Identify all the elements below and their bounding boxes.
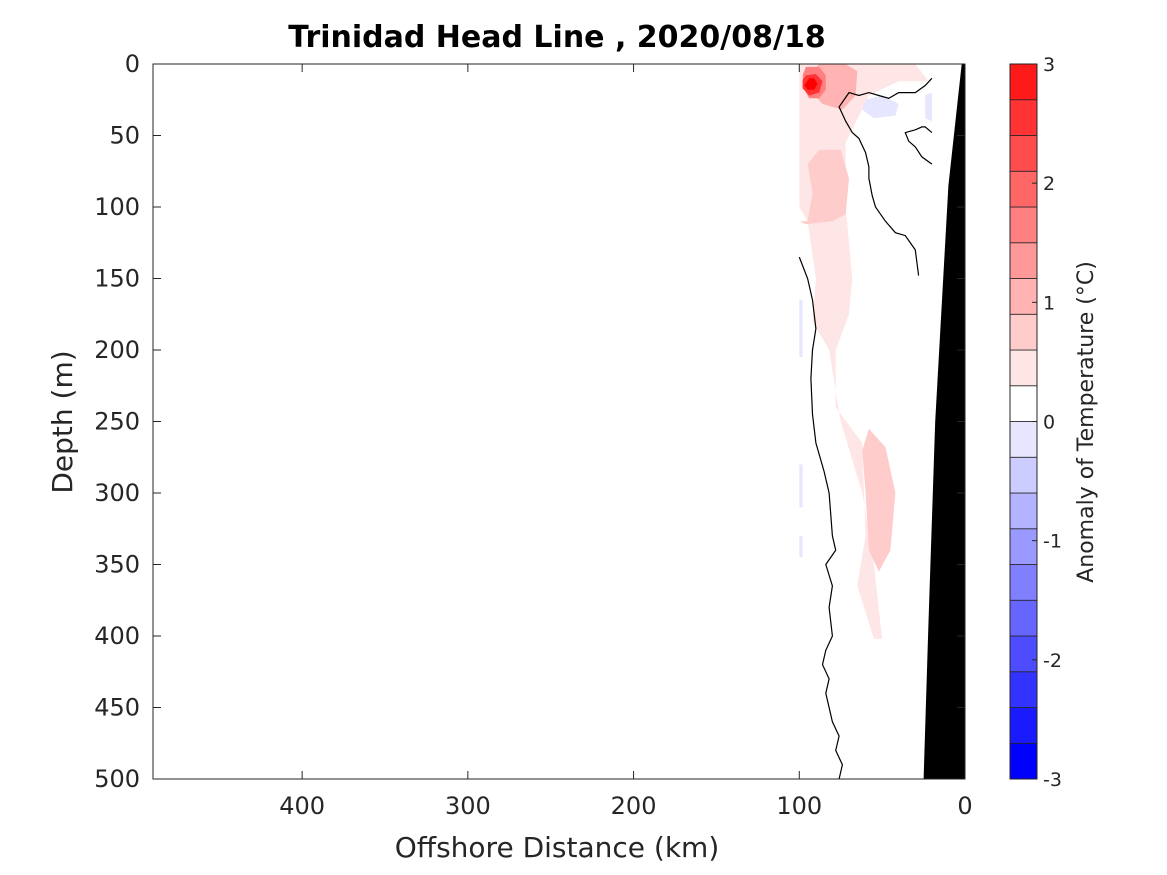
colorbar-swatch-11: [1009, 349, 1038, 387]
anomaly-region-8: [862, 95, 899, 119]
colorbar: 3 2 1 0 -1 -2 -3: [1009, 54, 1062, 791]
colorbar-swatch-10: [1009, 385, 1038, 422]
x-tick-label-200: 200: [611, 792, 657, 820]
colorbar-tick-label-0: 0: [1043, 412, 1055, 434]
colorbar-swatch-0: [1009, 742, 1038, 780]
colorbar-label: Anomaly of Temperature (°C): [1074, 261, 1099, 583]
seafloor-polygon: [923, 64, 965, 779]
colorbar-swatch-7: [1009, 492, 1038, 530]
anomaly-region-11: [799, 464, 803, 508]
anomaly-region-9: [925, 92, 932, 122]
y-tick-label-250: 250: [94, 408, 140, 436]
y-tick-label-100: 100: [94, 193, 140, 221]
zero-contour-1: [838, 77, 933, 276]
colorbar-swatch-17: [1009, 135, 1038, 172]
x-axis-ticks: 400 300 200 100 0: [279, 64, 973, 820]
anomaly-region-10: [799, 300, 803, 358]
y-tick-label-450: 450: [94, 694, 140, 722]
anomaly-region-12: [799, 535, 803, 558]
zero-contour-0: [798, 256, 844, 780]
y-axis-label: Depth (m): [46, 350, 79, 493]
zero-contour-lines: [798, 77, 933, 780]
y-tick-label-200: 200: [94, 336, 140, 364]
colorbar-swatches: [1009, 63, 1038, 780]
y-tick-label-300: 300: [94, 479, 140, 507]
colorbar-tick-label-3: 3: [1043, 54, 1055, 76]
plot-area: [152, 63, 966, 780]
colorbar-swatch-6: [1009, 528, 1038, 565]
zero-contour-2: [904, 126, 933, 165]
x-tick-label-0: 0: [957, 792, 972, 820]
x-axis-label: Offshore Distance (km): [395, 831, 720, 864]
colorbar-swatch-8: [1009, 456, 1038, 494]
colorbar-swatch-1: [1009, 707, 1038, 744]
colorbar-swatch-4: [1009, 599, 1038, 637]
y-tick-label-0: 0: [125, 50, 140, 78]
chart-title: Trinidad Head Line , 2020/08/18: [288, 20, 825, 55]
y-tick-label-150: 150: [94, 265, 140, 293]
x-tick-label-100: 100: [776, 792, 822, 820]
anomaly-region-2: [862, 428, 896, 572]
y-tick-label-350: 350: [94, 551, 140, 579]
colorbar-tick-label--2: -2: [1043, 650, 1062, 672]
colorbar-swatch-2: [1009, 671, 1038, 708]
colorbar-tick-label-1: 1: [1043, 292, 1055, 314]
y-axis-ticks: 0 50 100 150 200 250 300 350 400 450 500: [94, 50, 965, 793]
colorbar-ticks: 3 2 1 0 -1 -2 -3: [1032, 54, 1062, 791]
colorbar-swatch-9: [1009, 421, 1038, 458]
seafloor-bathymetry: [923, 64, 965, 779]
y-tick-label-50: 50: [109, 122, 140, 150]
colorbar-swatch-16: [1009, 170, 1038, 208]
anomaly-fill-regions: [799, 64, 932, 639]
colorbar-tick-label--3: -3: [1043, 769, 1062, 791]
colorbar-swatch-19: [1009, 63, 1038, 101]
colorbar-swatch-5: [1009, 564, 1038, 601]
x-tick-label-400: 400: [279, 792, 325, 820]
colorbar-swatch-13: [1009, 278, 1038, 315]
colorbar-tick-label--1: -1: [1043, 531, 1062, 553]
colorbar-swatch-15: [1009, 206, 1038, 244]
colorbar-swatch-3: [1009, 635, 1038, 673]
colorbar-swatch-14: [1009, 242, 1038, 279]
colorbar-swatch-18: [1009, 99, 1038, 136]
colorbar-swatch-12: [1009, 313, 1038, 351]
anomaly-region-6: [804, 78, 818, 90]
colorbar-tick-label-2: 2: [1043, 173, 1055, 195]
anomaly-region-7: [885, 64, 916, 76]
y-tick-label-500: 500: [94, 765, 140, 793]
y-tick-label-400: 400: [94, 622, 140, 650]
anomaly-region-1: [799, 149, 849, 225]
x-tick-label-300: 300: [445, 792, 491, 820]
